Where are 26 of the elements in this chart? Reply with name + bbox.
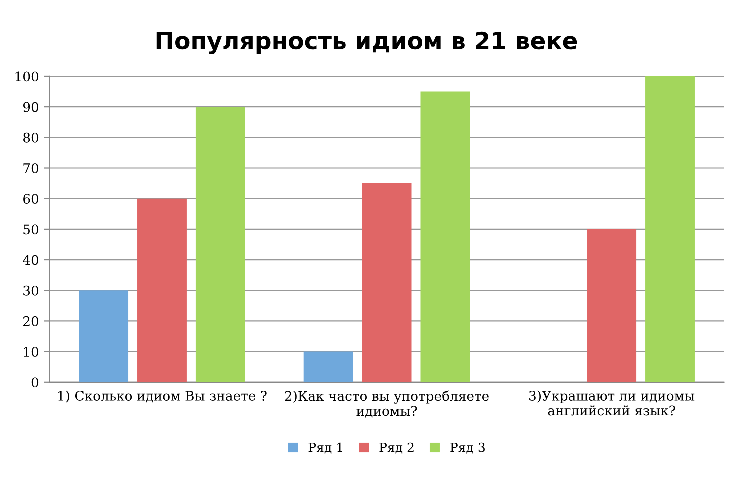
y-tick-label: 10 (24, 347, 39, 358)
y-tick-label: 60 (24, 194, 39, 204)
bar (196, 107, 246, 382)
chart-title: Популярность идиом в 21 веке (156, 32, 578, 54)
y-tick-label: 70 (24, 163, 39, 174)
y-tick-label: 0 (32, 378, 39, 388)
x-tick-label: 3)Украшают ли идиомы английский язык? (530, 390, 695, 416)
bar (79, 290, 129, 382)
y-tick-label: 80 (24, 132, 39, 143)
y-tick-label: 100 (16, 72, 39, 82)
y-tick-label: 30 (24, 286, 39, 296)
y-tick-label: 90 (23, 102, 39, 112)
bar (304, 352, 354, 382)
y-tick-label: 20 (24, 316, 39, 326)
legend-label: Ряд 1 (308, 442, 342, 454)
y-tick-label: 40 (23, 255, 39, 266)
legend-label: Ряд 2 (380, 442, 414, 454)
legend-label: Ряд 3 (450, 442, 485, 454)
bar (362, 184, 412, 382)
y-tick-label: 50 (24, 224, 39, 235)
bar (646, 76, 695, 382)
bar (587, 229, 637, 382)
bar (420, 92, 470, 382)
x-tick-label: 1) Сколько идиом Вы знаете ? (58, 390, 267, 403)
bar (138, 198, 187, 382)
x-tick-label: 2)Как часто вы употребляете идиомы? (285, 390, 489, 418)
